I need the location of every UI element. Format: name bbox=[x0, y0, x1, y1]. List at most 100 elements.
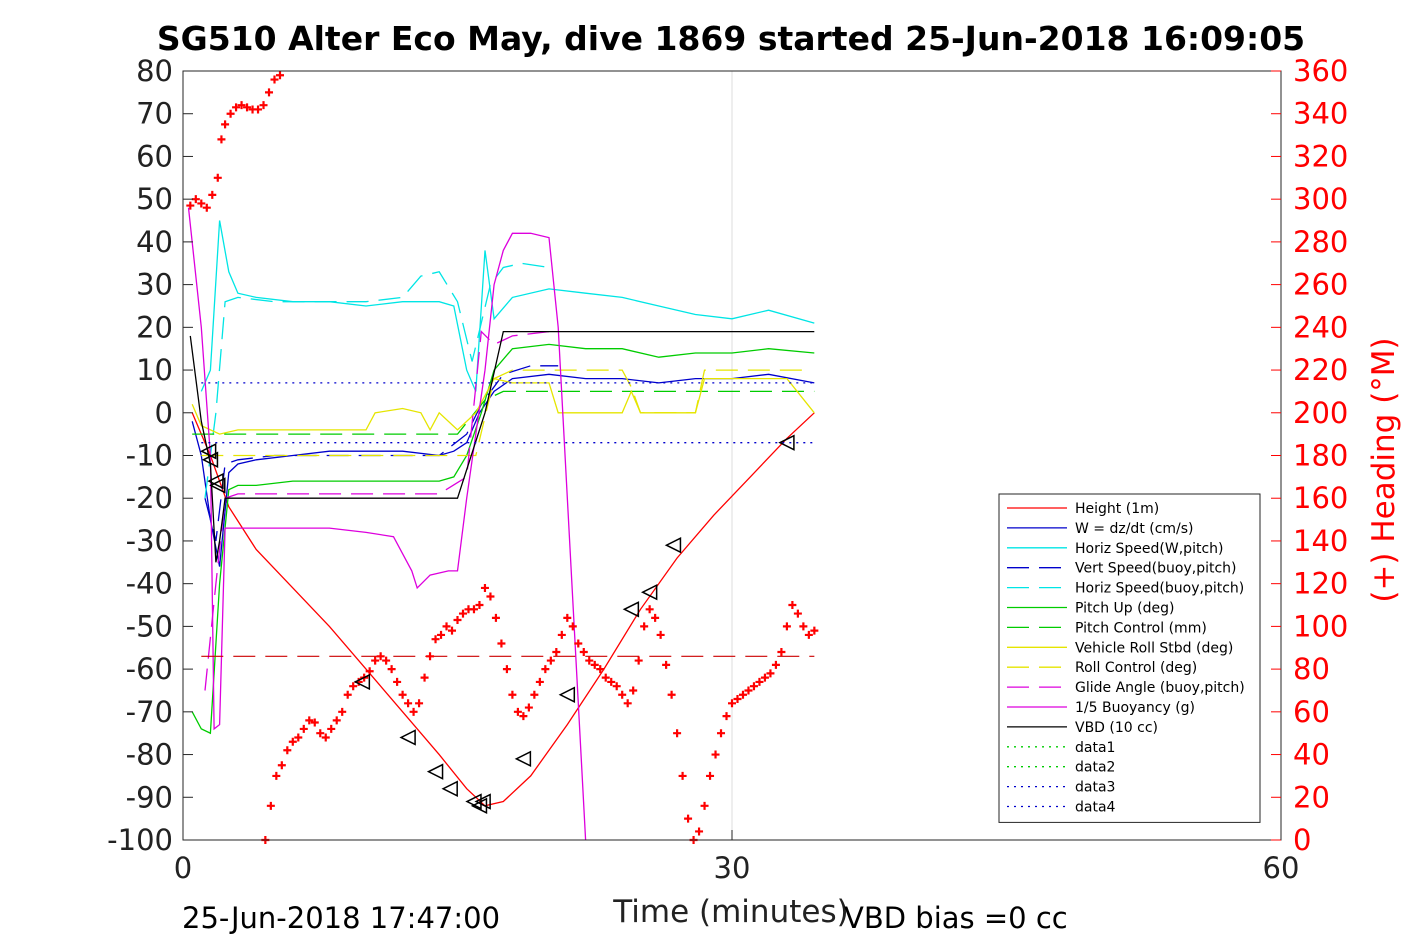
heading-point bbox=[382, 656, 391, 665]
x-axis-label: Time (minutes) bbox=[612, 894, 848, 930]
heading-point bbox=[793, 609, 802, 618]
heading-point bbox=[232, 103, 241, 112]
y-right-tick-label: 260 bbox=[1293, 268, 1348, 302]
y-left-tick-label: -20 bbox=[126, 481, 173, 515]
y-right-tick-label: 240 bbox=[1293, 310, 1348, 344]
y-left-tick-label: -50 bbox=[126, 609, 173, 643]
y-right-tick-label: 80 bbox=[1293, 652, 1330, 686]
y-right-tick-label: 360 bbox=[1293, 54, 1348, 88]
y-right-tick-label: 340 bbox=[1293, 97, 1348, 131]
heading-point bbox=[782, 622, 791, 631]
series-layer bbox=[187, 207, 815, 841]
heading-point bbox=[272, 771, 281, 780]
y-left-tick-label: -30 bbox=[126, 524, 173, 558]
heading-point bbox=[535, 677, 544, 686]
heading-point bbox=[749, 682, 758, 691]
heading-point bbox=[393, 677, 402, 686]
y-right-tick-label: 220 bbox=[1293, 353, 1348, 387]
heading-point bbox=[398, 690, 407, 699]
heading-point bbox=[590, 660, 599, 669]
heading-point bbox=[442, 622, 451, 631]
heading-point bbox=[288, 737, 297, 746]
y-left-tick-label: 20 bbox=[136, 310, 173, 344]
heading-point bbox=[221, 120, 230, 129]
heading-point bbox=[596, 665, 605, 674]
depth-marker bbox=[209, 477, 226, 494]
heading-points-layer bbox=[186, 71, 819, 844]
legend-entry: Height (1m) bbox=[1075, 501, 1159, 517]
depth-marker bbox=[640, 583, 658, 601]
heading-point bbox=[519, 712, 528, 721]
heading-point bbox=[634, 656, 643, 665]
series-line-10 bbox=[187, 207, 587, 841]
heading-point bbox=[404, 699, 413, 708]
heading-point bbox=[777, 648, 786, 657]
y-right-tick-label: 160 bbox=[1293, 481, 1348, 515]
y-left-tick-label: -70 bbox=[126, 695, 173, 729]
legend-entry: VBD (10 cc) bbox=[1075, 720, 1158, 736]
heading-point bbox=[651, 613, 660, 622]
y-left-tick-label: -60 bbox=[126, 652, 173, 686]
legend-entry: data2 bbox=[1075, 760, 1115, 776]
legend-entry: data4 bbox=[1075, 800, 1116, 816]
legend-entry: Glide Angle (buoy,pitch) bbox=[1075, 680, 1245, 696]
y-left-tick-label: -80 bbox=[126, 738, 173, 772]
heading-point bbox=[728, 699, 736, 708]
legend: Height (1m) W = dz/dt (cm/s) Horiz Speed(W… bbox=[998, 493, 1261, 823]
y-right-tick-label: 0 bbox=[1293, 823, 1311, 857]
heading-point bbox=[684, 814, 693, 823]
legend-entry: Vert Speed(buoy,pitch) bbox=[1075, 561, 1237, 577]
heading-point bbox=[574, 639, 583, 648]
heading-point bbox=[420, 673, 429, 682]
heading-point bbox=[497, 639, 506, 648]
heading-point bbox=[524, 703, 533, 712]
heading-point bbox=[623, 699, 632, 708]
heading-point bbox=[217, 135, 226, 144]
y-right-tick-label: 120 bbox=[1293, 567, 1348, 601]
heading-point bbox=[469, 605, 478, 614]
heading-point bbox=[557, 630, 566, 639]
heading-point bbox=[376, 652, 385, 661]
heading-point bbox=[678, 771, 687, 780]
depth-markers-layer bbox=[199, 434, 795, 815]
heading-point bbox=[202, 203, 211, 212]
y-left-tick-label: -10 bbox=[126, 439, 173, 473]
heading-point bbox=[771, 660, 780, 669]
heading-point bbox=[191, 195, 200, 204]
heading-point bbox=[810, 626, 819, 635]
series-line-9 bbox=[204, 330, 550, 691]
heading-point bbox=[475, 601, 484, 610]
heading-point bbox=[226, 109, 235, 118]
heading-point bbox=[760, 673, 769, 682]
heading-point bbox=[552, 648, 561, 657]
y-right-tick-label: 320 bbox=[1293, 139, 1348, 173]
y-left-tick-label: 50 bbox=[136, 182, 173, 216]
x-tick-label: 60 bbox=[1263, 851, 1300, 885]
series-line-7 bbox=[191, 377, 815, 435]
series-line-8 bbox=[201, 369, 806, 457]
heading-point bbox=[667, 690, 676, 699]
depth-marker bbox=[199, 443, 217, 460]
heading-point bbox=[237, 101, 246, 110]
heading-point bbox=[673, 729, 682, 738]
heading-point bbox=[305, 716, 314, 725]
depth-marker bbox=[470, 797, 488, 815]
depth-marker bbox=[558, 686, 576, 703]
legend-entry: Horiz Speed(buoy,pitch) bbox=[1075, 581, 1244, 597]
heading-point bbox=[409, 707, 418, 716]
heading-point bbox=[799, 622, 808, 631]
axes-layer: 80706050403020100-10-20-30-40-50-60-70-8… bbox=[107, 54, 1348, 885]
legend-entry: Vehicle Roll Stbd (deg) bbox=[1075, 640, 1233, 656]
heading-point bbox=[530, 690, 539, 699]
depth-marker bbox=[778, 434, 795, 451]
heading-point bbox=[243, 103, 252, 112]
heading-point bbox=[502, 665, 511, 674]
y-right-tick-label: 140 bbox=[1293, 524, 1348, 558]
heading-point bbox=[706, 771, 715, 780]
heading-point bbox=[275, 71, 284, 80]
heading-point bbox=[283, 746, 292, 755]
y-right-tick-label: 280 bbox=[1293, 225, 1348, 259]
heading-point bbox=[371, 656, 380, 665]
y-right-tick-label: 200 bbox=[1293, 396, 1348, 430]
heading-point bbox=[579, 648, 588, 657]
